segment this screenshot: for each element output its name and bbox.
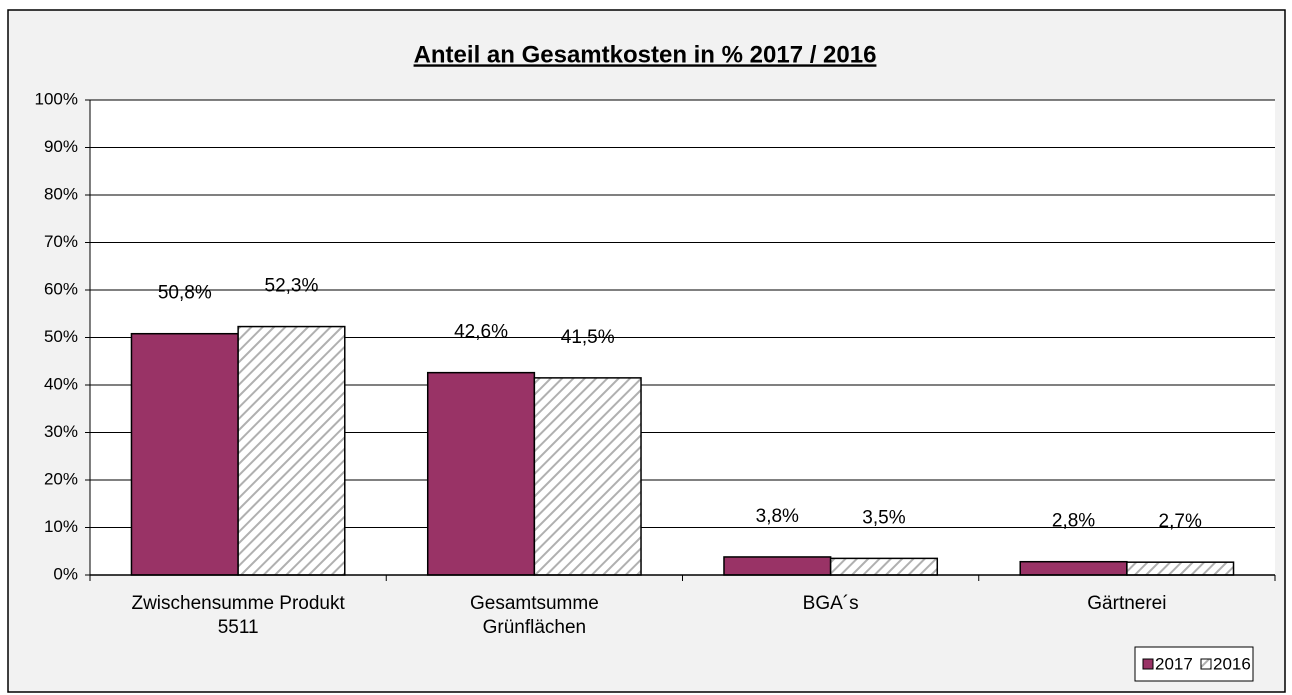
value-label: 2,7%	[1159, 511, 1202, 532]
legend-label: 2017	[1155, 654, 1193, 673]
value-label: 2,8%	[1052, 511, 1095, 532]
legend-label: 2016	[1213, 654, 1251, 673]
bar	[829, 557, 939, 576]
chart-title: Anteil an Gesamtkosten in % 2017 / 2016	[414, 41, 877, 68]
value-label: 3,8%	[756, 506, 799, 527]
legend-swatch	[1200, 658, 1212, 670]
bar	[723, 556, 832, 576]
bar	[1126, 561, 1235, 576]
x-tick-label: Gärtnerei	[1087, 593, 1167, 614]
legend-box	[1134, 646, 1254, 682]
value-label: 42,6%	[454, 322, 508, 343]
y-tick-label: 40%	[44, 374, 78, 393]
value-label: 3,5%	[862, 507, 905, 528]
y-tick-label: 60%	[44, 279, 78, 298]
bar	[426, 371, 536, 576]
x-tick-label: Zwischensumme Produkt 5511	[131, 593, 345, 638]
value-label: 52,3%	[265, 276, 319, 297]
y-tick-label: 10%	[44, 517, 78, 536]
x-tick-label: Gesamtsumme Grünflächen	[469, 593, 599, 638]
y-tick-label: 100%	[35, 89, 78, 108]
y-tick-label: 0%	[53, 564, 78, 583]
value-label: 50,8%	[158, 283, 212, 304]
value-label: 41,5%	[561, 327, 615, 348]
legend-swatch	[1142, 658, 1154, 670]
y-tick-label: 90%	[44, 137, 78, 156]
y-tick-label: 50%	[44, 327, 78, 346]
y-tick-label: 30%	[44, 422, 78, 441]
y-tick-label: 70%	[44, 232, 78, 251]
bar	[237, 325, 346, 576]
y-tick-label: 80%	[44, 184, 78, 203]
bar	[1019, 560, 1128, 576]
bar	[130, 332, 239, 576]
bar	[533, 377, 642, 576]
x-tick-label: BGA´s	[802, 593, 859, 614]
y-tick-label: 20%	[44, 469, 78, 488]
